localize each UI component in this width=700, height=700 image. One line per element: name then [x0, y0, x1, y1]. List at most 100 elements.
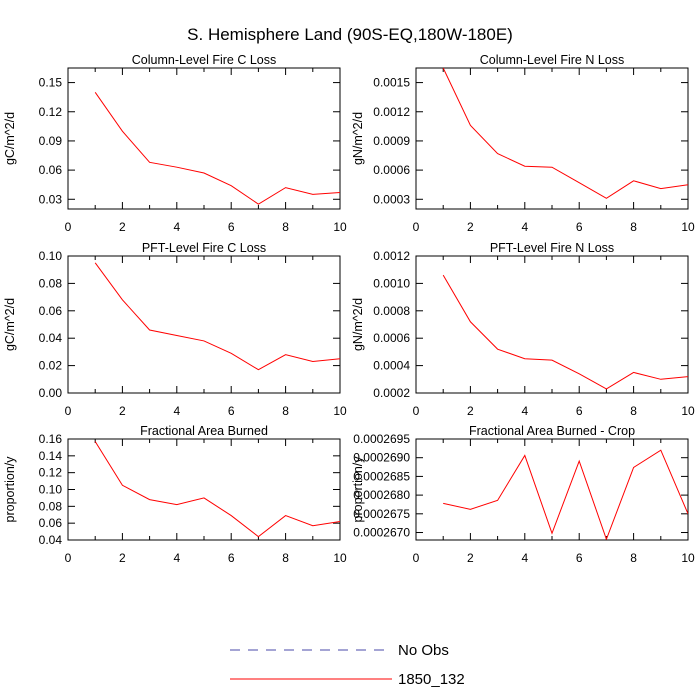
y-tick-label: 0.16 [39, 432, 63, 446]
x-tick-label: 10 [681, 220, 695, 234]
y-tick-label: 0.06 [39, 516, 63, 530]
x-tick-label: 10 [333, 404, 347, 418]
x-tick-label: 2 [467, 220, 474, 234]
y-tick-label: 0.0008 [373, 304, 410, 318]
y-tick-label: 0.0002695 [353, 432, 410, 446]
y-tick-label: 0.0002680 [353, 488, 410, 502]
x-tick-label: 2 [119, 551, 126, 565]
x-tick-label: 0 [65, 220, 72, 234]
y-tick-label: 0.0009 [373, 134, 410, 148]
y-tick-label: 0.0004 [373, 359, 410, 373]
y-tick-label: 0.0010 [373, 276, 410, 290]
y-axis-label: gN/m^2/d [351, 298, 365, 351]
x-tick-label: 6 [576, 220, 583, 234]
x-tick-label: 4 [173, 220, 180, 234]
y-tick-label: 0.10 [39, 483, 63, 497]
panel-1: Column-Level Fire C Loss gC/m^2/d 0 2 4 6 8 10 0… [3, 53, 347, 234]
x-tick-label: 0 [413, 404, 420, 418]
y-tick-label: 0.12 [39, 466, 63, 480]
y-tick-label: 0.03 [39, 192, 63, 206]
y-tick-label: 0.0002675 [353, 507, 410, 521]
x-tick-label: 10 [681, 404, 695, 418]
legend-label: No Obs [398, 642, 449, 659]
x-tick-label: 4 [521, 551, 528, 565]
y-tick-label: 0.0003 [373, 192, 410, 206]
y-axis-label: gC/m^2/d [3, 112, 17, 165]
panel-title: Fractional Area Burned [140, 424, 268, 438]
y-tick-label: 0.06 [39, 163, 63, 177]
series-line [94, 92, 340, 205]
x-tick-label: 0 [413, 220, 420, 234]
y-tick-label: 0.0002670 [353, 526, 410, 540]
panel-3: PFT-Level Fire C Loss gC/m^2/d 0 2 4 6 8 10 0.00… [3, 241, 347, 418]
x-tick-label: 8 [630, 220, 637, 234]
plot-frame [415, 67, 689, 210]
x-tick-label: 0 [65, 404, 72, 418]
series-line [443, 449, 688, 540]
x-tick-label: 4 [521, 404, 528, 418]
series-line [442, 68, 688, 199]
x-tick-label: 8 [630, 551, 637, 565]
x-tick-label: 6 [576, 551, 583, 565]
y-tick-label: 0.14 [39, 449, 63, 463]
panels: Column-Level Fire C Loss gC/m^2/d 0 2 4 6 8 10 0… [3, 53, 695, 565]
panel-6: Fractional Area Burned - Crop proportion/… [351, 424, 695, 565]
panel-title: PFT-Level Fire C Loss [142, 241, 266, 255]
y-tick-label: 0.08 [39, 499, 63, 513]
y-tick-label: 0.09 [39, 134, 63, 148]
legend-label: 1850_132 [398, 671, 465, 688]
y-tick-label: 0.0006 [373, 163, 410, 177]
x-tick-label: 10 [681, 551, 695, 565]
x-tick-label: 6 [228, 551, 235, 565]
series-line [94, 262, 340, 371]
plot-frame [415, 438, 689, 541]
x-tick-label: 6 [576, 404, 583, 418]
panel-title: Column-Level Fire N Loss [480, 53, 625, 67]
x-tick-label: 4 [173, 404, 180, 418]
x-tick-label: 8 [630, 404, 637, 418]
y-tick-label: 0.0002685 [353, 469, 410, 483]
panel-5: Fractional Area Burned proportion/y 0 2 4 6 8 1… [3, 424, 347, 565]
panel-4: PFT-Level Fire N Loss gN/m^2/d 0 2 4 6 8 10 0.00… [351, 241, 695, 418]
x-tick-label: 2 [119, 404, 126, 418]
y-tick-label: 0.0012 [373, 249, 410, 263]
x-tick-label: 6 [228, 220, 235, 234]
y-tick-label: 0.0002 [373, 386, 410, 400]
plot-frame [67, 67, 341, 210]
y-tick-label: 0.0012 [373, 105, 410, 119]
x-tick-label: 4 [173, 551, 180, 565]
x-tick-label: 10 [333, 551, 347, 565]
y-axis-label: proportion/y [351, 456, 365, 523]
panel-2: Column-Level Fire N Loss gN/m^2/d 0 2 4 6 8 10 0… [351, 53, 695, 234]
x-tick-label: 8 [282, 220, 289, 234]
y-tick-label: 0.10 [39, 249, 63, 263]
y-tick-label: 0.00 [39, 386, 63, 400]
y-tick-label: 0.08 [39, 276, 63, 290]
figure-title: S. Hemisphere Land (90S-EQ,180W-180E) [187, 25, 513, 44]
y-axis-label: gC/m^2/d [3, 298, 17, 351]
x-tick-label: 4 [521, 220, 528, 234]
panel-title: PFT-Level Fire N Loss [490, 241, 614, 255]
y-tick-label: 0.15 [39, 76, 63, 90]
y-tick-label: 0.04 [39, 533, 63, 547]
x-tick-label: 2 [467, 404, 474, 418]
plot-frame [67, 255, 341, 394]
y-tick-label: 0.04 [39, 331, 63, 345]
x-tick-label: 10 [333, 220, 347, 234]
y-axis-label: gN/m^2/d [351, 112, 365, 165]
y-tick-label: 0.02 [39, 359, 63, 373]
x-tick-label: 6 [228, 404, 235, 418]
y-tick-label: 0.06 [39, 304, 63, 318]
y-tick-label: 0.0002690 [353, 451, 410, 465]
x-tick-label: 0 [413, 551, 420, 565]
series-line [94, 441, 340, 538]
x-tick-label: 2 [119, 220, 126, 234]
x-tick-label: 8 [282, 404, 289, 418]
plot-frame [67, 438, 341, 541]
y-tick-label: 0.0015 [373, 76, 410, 90]
y-tick-label: 0.0006 [373, 331, 410, 345]
plot-frame [415, 255, 689, 394]
x-tick-label: 0 [65, 551, 72, 565]
legend: No Obs 1850_132 [230, 642, 465, 688]
